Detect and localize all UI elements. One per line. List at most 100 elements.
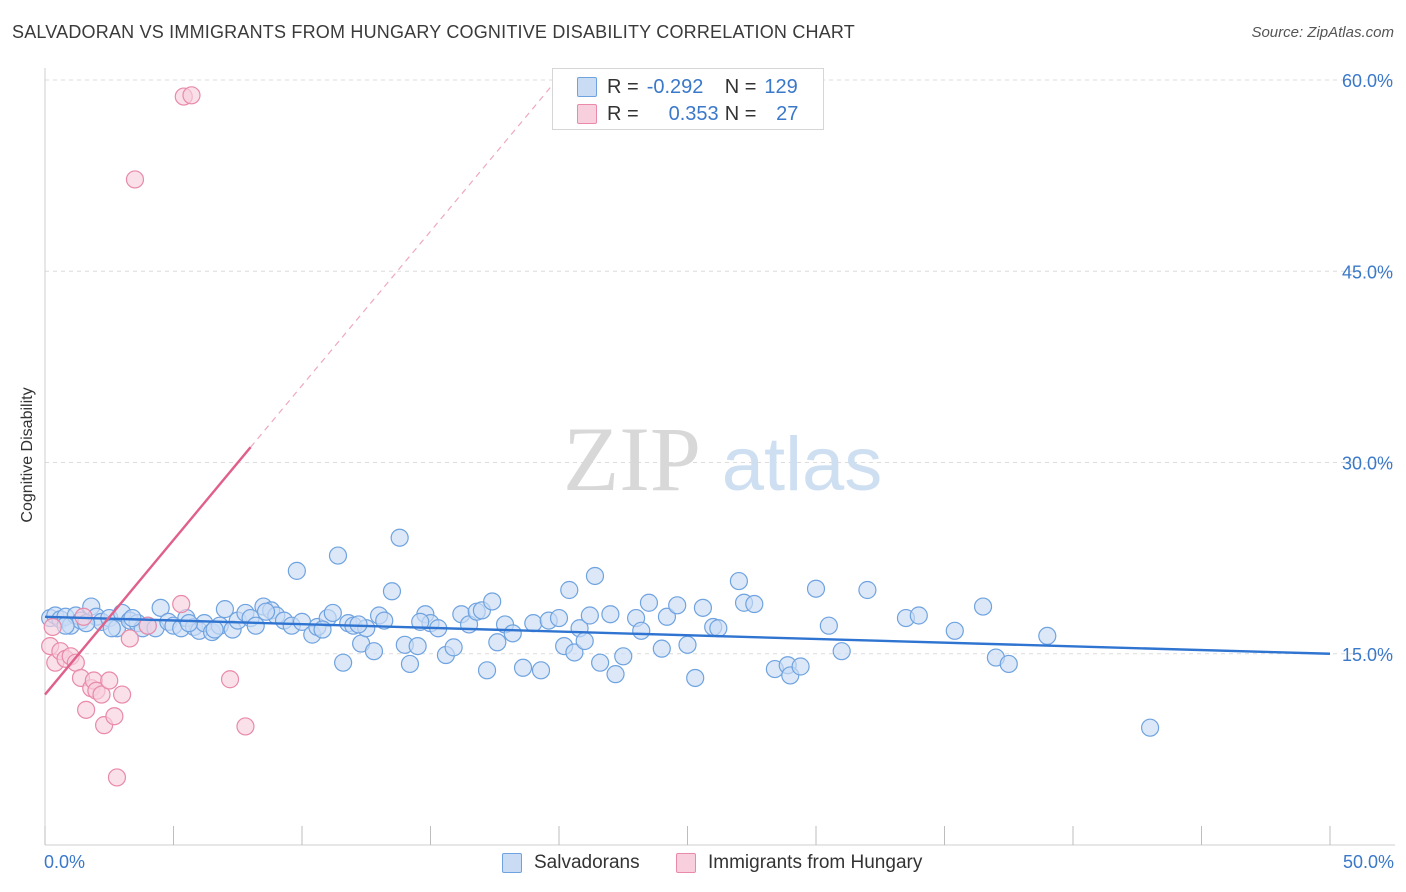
salvadoran-point (400, 654, 420, 674)
hungary-point (43, 617, 62, 637)
salvadoran-point (729, 571, 749, 591)
hungary-point (182, 86, 201, 105)
salvadoran-point (693, 598, 713, 617)
legend-label-hungary: Immigrants from Hungary (708, 852, 923, 873)
salvadoran-point (179, 614, 199, 633)
trend-extension-dashed (250, 85, 552, 448)
legend-row-hungary: R = 0.353 N = 27 (577, 102, 798, 126)
legend-swatch-blue (577, 77, 597, 97)
hungary-point (172, 594, 191, 614)
legend-n-label: N = (724, 102, 757, 125)
salvadoran-point (601, 605, 620, 624)
salvadoran-point (246, 616, 265, 635)
trend-lines (44, 85, 1331, 696)
salvadoran-trend-line (44, 615, 1331, 655)
salvadoran-point (364, 642, 384, 661)
legend-swatch-pink (577, 104, 597, 124)
x-tick-min: 0.0% (44, 852, 86, 872)
hungary-point (120, 629, 139, 648)
hungary-point (100, 671, 119, 690)
salvadoran-point (606, 665, 625, 684)
legend-swatch-pink (676, 853, 696, 873)
legend-n-label: N = (724, 75, 757, 98)
legend-label-salvadorans: Salvadorans (534, 852, 640, 873)
salvadoran-point (791, 657, 810, 676)
salvadoran-point (524, 614, 543, 633)
series-legend: Salvadorans Immigrants from Hungary (0, 852, 1406, 876)
salvadoran-point (531, 661, 551, 680)
salvadoran-point (323, 603, 342, 623)
salvadoran-point (411, 612, 430, 631)
axes (44, 68, 1395, 846)
salvadoran-point (151, 598, 170, 617)
gridlines (45, 79, 1395, 655)
salvadoran-point (477, 661, 497, 680)
salvadoran-point (565, 643, 584, 662)
legend-swatch-blue (502, 853, 522, 873)
hungary-points (41, 86, 255, 787)
salvadoran-point (999, 654, 1018, 674)
hungary-point (125, 170, 145, 189)
correlation-legend: R = -0.292 N = 129 R = 0.353 N = 27 (552, 68, 824, 130)
chart-title: SALVADORAN VS IMMIGRANTS FROM HUNGARY CO… (12, 22, 855, 42)
salvadoran-point (1140, 718, 1160, 737)
salvadoran-point (652, 639, 671, 658)
y-tick-label: 45.0% (1342, 262, 1393, 282)
hungary-point (220, 670, 240, 689)
salvadoran-point (215, 600, 234, 619)
hungary-point (107, 768, 127, 787)
salvadoran-point (205, 620, 224, 639)
salvadoran-point (632, 621, 651, 640)
salvadoran-point (256, 602, 276, 621)
legend-r-label: R = (607, 102, 639, 125)
salvadoran-point (560, 580, 579, 600)
y-tick-label: 60.0% (1342, 71, 1393, 91)
salvadoran-point (382, 582, 402, 601)
salvadoran-point (444, 638, 463, 657)
salvadoran-point (945, 621, 964, 640)
y-tick-label: 30.0% (1342, 454, 1393, 474)
hungary-point (77, 700, 96, 719)
salvadoran-point (375, 611, 394, 630)
legend-row-salvadorans: R = -0.292 N = 129 (577, 75, 798, 99)
salvadoran-point (549, 608, 569, 628)
salvadoran-point (580, 606, 599, 625)
salvadoran-point (575, 631, 594, 651)
watermark-atlas: atlas (722, 422, 883, 507)
hungary-point (92, 685, 111, 704)
salvadoran-point (709, 619, 728, 638)
salvadoran-point (585, 566, 605, 586)
salvadoran-point (973, 597, 993, 616)
legend-item-hungary[interactable]: Immigrants from Hungary (676, 852, 922, 874)
salvadoran-point (832, 642, 851, 661)
hungary-point (138, 616, 157, 635)
salvadoran-point (513, 658, 533, 677)
y-tick-labels: 15.0% 30.0% 45.0% 60.0% (1342, 71, 1393, 665)
hungary-point (236, 717, 255, 736)
hungary-trend-line (44, 446, 252, 696)
salvadoran-point (909, 606, 928, 625)
x-tick-max: 50.0% (1342, 852, 1394, 872)
watermark-zip: ZIP (563, 408, 701, 510)
salvadoran-point (328, 546, 348, 565)
salvadoran-point (488, 633, 507, 652)
hungary-point (112, 685, 132, 704)
salvadoran-point (639, 593, 659, 612)
legend-r-value: 0.353 (668, 102, 719, 125)
legend-item-salvadorans[interactable]: Salvadorans (502, 852, 640, 874)
salvadoran-point (408, 636, 427, 656)
legend-n-value: 27 (776, 102, 799, 125)
salvadoran-point (806, 579, 826, 598)
salvadoran-point (503, 624, 522, 643)
y-tick-label: 15.0% (1342, 645, 1393, 665)
salvadoran-point (390, 528, 409, 547)
salvadoran-point (657, 607, 677, 626)
source-label: Source: ZipAtlas.com (1251, 24, 1394, 41)
salvadoran-point (1038, 626, 1057, 646)
legend-r-value: -0.292 (646, 75, 704, 98)
legend-r-label: R = (607, 75, 639, 98)
salvadoran-point (614, 647, 633, 666)
salvadoran-point (483, 592, 502, 611)
salvadoran-point (591, 653, 610, 672)
